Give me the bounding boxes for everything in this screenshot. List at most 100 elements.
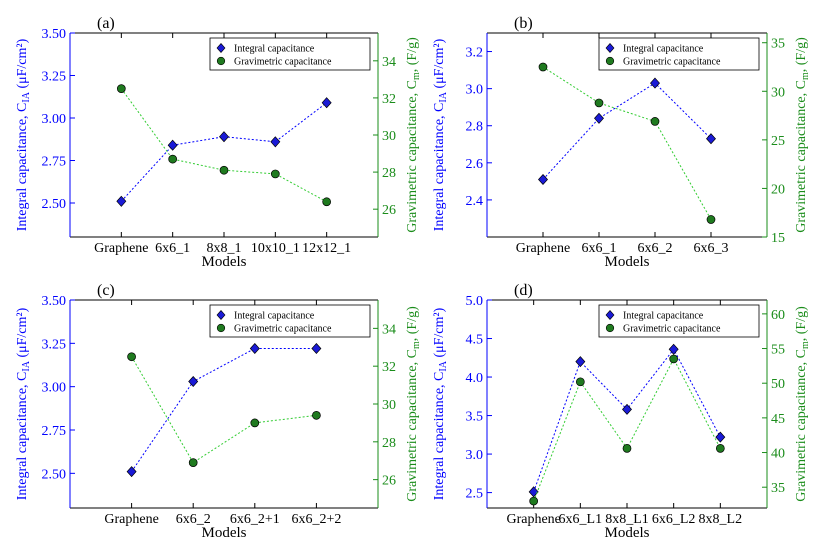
- legend-gravimetric-marker: [216, 323, 226, 333]
- integral-point: [538, 173, 548, 186]
- gravimetric-point: [622, 444, 632, 453]
- right-tick-label: 32: [382, 92, 396, 107]
- integral-point: [167, 139, 178, 151]
- legend-entry: Integral capacitance: [623, 311, 704, 322]
- integral-series-line: [542, 82, 712, 180]
- legend-entry: Gravimetric capacitance: [623, 324, 721, 335]
- right-axis-label: Gravimetric capacitance, Cm, (F/g): [405, 37, 422, 233]
- left-tick-label: 4.0: [466, 371, 484, 386]
- right-tick-label: 35: [771, 37, 785, 52]
- left-tick-label: 4.5: [466, 333, 484, 348]
- integral-point: [311, 343, 322, 355]
- gravimetric-point: [250, 418, 260, 428]
- right-tick-label: 28: [382, 166, 396, 181]
- left-tick-label: 3.00: [42, 112, 67, 127]
- left-axis-label: Integral capacitance, CIA (μF/cm²): [15, 38, 32, 231]
- integral-point: [668, 343, 679, 355]
- integral-series-line: [533, 348, 721, 492]
- x-tick-label: 6x6_1: [582, 241, 617, 256]
- legend-entry: Integral capacitance: [234, 311, 315, 322]
- right-tick-label: 30: [771, 85, 785, 100]
- integral-point: [575, 356, 586, 368]
- gravimetric-point: [116, 84, 126, 93]
- integral-point: [270, 136, 281, 148]
- right-tick-label: 26: [382, 203, 396, 218]
- panel-label: (d): [514, 282, 533, 299]
- x-tick-label: 6x6_2+2: [291, 512, 341, 527]
- gravimetric-point: [650, 117, 660, 126]
- right-axis-label: Gravimetric capacitance, Cm, (F/g): [794, 306, 811, 502]
- right-tick-label: 40: [771, 447, 785, 462]
- right-tick-label: 45: [771, 412, 785, 427]
- x-tick-label: 6x6_2+1: [230, 512, 280, 527]
- x-tick-label: 8x8_L2: [699, 512, 743, 527]
- x-tick-label: 12x12_1: [302, 241, 351, 256]
- right-tick-label: 35: [771, 481, 785, 496]
- gravimetric-point: [312, 410, 321, 420]
- x-tick-label: 6x6_L1: [559, 512, 603, 527]
- chart-panel-3: 2.50 2.75 3.00 3.25 3.50 26 28 30 32 34 Graphene 6x…: [15, 282, 422, 541]
- legend-gravimetric-marker: [605, 323, 615, 333]
- gravimetric-point: [669, 354, 679, 364]
- gravimetric-series-line: [533, 357, 721, 502]
- integral-series-line: [131, 348, 317, 472]
- integral-point: [219, 131, 229, 143]
- gravimetric-series-line: [542, 66, 712, 220]
- left-tick-label: 3.25: [42, 337, 67, 352]
- gravimetric-point: [575, 377, 585, 387]
- right-tick-label: 25: [771, 134, 785, 149]
- right-tick-label: 30: [382, 129, 396, 144]
- gravimetric-point: [168, 154, 178, 164]
- x-axis-label: Models: [202, 254, 247, 270]
- integral-point: [249, 343, 260, 355]
- gravimetric-point: [188, 458, 198, 467]
- left-axis-label: Integral capacitance, CIA (μF/cm²): [432, 307, 449, 500]
- legend-entry: Integral capacitance: [623, 44, 704, 55]
- legend-entry: Gravimetric capacitance: [623, 57, 721, 68]
- x-tick-label: 6x6_2: [638, 241, 673, 256]
- right-tick-label: 26: [382, 474, 396, 489]
- gravimetric-point: [538, 62, 548, 72]
- x-axis-label: Models: [605, 525, 650, 541]
- integral-point: [188, 375, 199, 387]
- gravimetric-point: [270, 169, 280, 179]
- x-tick-label: 6x6_2: [176, 512, 211, 527]
- right-tick-label: 50: [771, 377, 785, 392]
- left-tick-label: 3.50: [42, 294, 67, 309]
- integral-point: [715, 431, 726, 443]
- legend-box: [598, 304, 760, 338]
- x-tick-label: 8x8_1: [207, 241, 242, 256]
- left-tick-label: 3.0: [466, 448, 484, 463]
- panel-label: (a): [97, 15, 115, 32]
- left-tick-label: 3.00: [42, 381, 67, 396]
- right-tick-label: 28: [382, 436, 396, 451]
- left-tick-label: 2.5: [466, 487, 484, 502]
- right-tick-label: 15: [771, 231, 785, 246]
- left-tick-label: 3.5: [466, 410, 484, 425]
- left-tick-label: 3.25: [42, 70, 67, 85]
- legend-entry: Integral capacitance: [234, 44, 315, 55]
- legend-entry: Gravimetric capacitance: [234, 57, 332, 68]
- left-tick-label: 2.75: [42, 424, 67, 439]
- gravimetric-point: [706, 215, 716, 224]
- left-axis-label: Integral capacitance, CIA (μF/cm²): [432, 38, 449, 231]
- left-axis-label: Integral capacitance, CIA (μF/cm²): [15, 307, 32, 500]
- left-tick-label: 5.0: [466, 294, 484, 309]
- legend-gravimetric-marker: [605, 56, 615, 66]
- legend-box: [209, 37, 371, 71]
- legend-box: [598, 37, 760, 71]
- legend-integral-marker: [605, 43, 615, 53]
- integral-point: [594, 112, 604, 124]
- left-tick-label: 3.2: [466, 46, 484, 61]
- legend-gravimetric-marker: [216, 56, 226, 66]
- gravimetric-point: [127, 352, 136, 362]
- chart-panel-2: 2.4 2.6 2.8 3.0 3.2 15 20 25 30 35 Graphene 6x6_1 6x…: [432, 15, 811, 270]
- chart-panel-4: 2.53.03.54.04.55.0354045505560Graphene6x…: [432, 282, 811, 541]
- right-tick-label: 60: [771, 308, 785, 323]
- right-tick-label: 30: [382, 398, 396, 413]
- gravimetric-point: [322, 197, 332, 207]
- left-tick-label: 2.6: [466, 157, 484, 172]
- left-tick-label: 2.50: [42, 197, 67, 212]
- x-tick-label: Graphene: [516, 241, 570, 256]
- x-tick-label: Graphene: [94, 241, 148, 256]
